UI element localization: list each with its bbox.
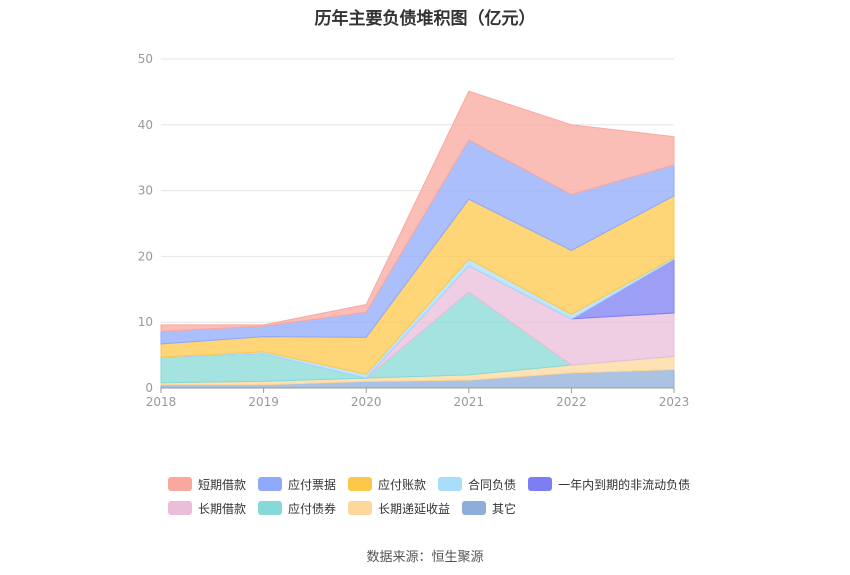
- legend-row: 短期借款 应付票据 应付账款 合同负债 一年内到期的非流动负债: [168, 472, 728, 496]
- y-tick-label: 40: [138, 118, 153, 132]
- legend-label: 短期借款: [198, 477, 247, 492]
- x-axis: [160, 387, 675, 393]
- legend-label: 应付票据: [288, 477, 337, 492]
- x-tick-label: 2021: [454, 395, 485, 409]
- x-tick-label: 2023: [659, 395, 690, 409]
- chart-title: 历年主要负债堆积图（亿元）: [314, 9, 536, 29]
- data-source: 数据来源：恒生聚源: [366, 550, 484, 565]
- legend-item[interactable]: 应付账款: [348, 476, 426, 493]
- legend-item[interactable]: 长期递延收益: [348, 500, 450, 517]
- legend-swatch: [168, 501, 192, 515]
- legend-label: 合同负债: [468, 477, 517, 492]
- area-series: [160, 90, 675, 389]
- legend-swatch: [438, 477, 463, 491]
- legend-label: 长期借款: [198, 501, 247, 516]
- legend-swatch: [258, 501, 283, 515]
- y-tick-label: 50: [138, 52, 153, 66]
- legend-item[interactable]: 短期借款: [168, 476, 246, 493]
- y-tick-label: 0: [145, 381, 153, 395]
- legend-swatch: [348, 501, 373, 515]
- legend-row: 长期借款 应付债券 长期递延收益 其它: [168, 496, 728, 520]
- y-axis-ticks: 0 10 20 30 40 50: [138, 52, 153, 395]
- legend-item[interactable]: 应付票据: [258, 476, 336, 493]
- y-tick-label: 20: [138, 249, 153, 263]
- legend-swatch: [348, 477, 373, 491]
- x-tick-label: 2019: [248, 395, 279, 409]
- legend-item[interactable]: 应付债券: [258, 500, 336, 517]
- legend-label: 应付债券: [288, 501, 337, 516]
- legend-label: 一年内到期的非流动负债: [558, 477, 691, 492]
- legend-swatch: [258, 477, 283, 491]
- legend-label: 长期递延收益: [378, 501, 451, 516]
- x-tick-label: 2020: [351, 395, 382, 409]
- legend-item[interactable]: 合同负债: [438, 476, 516, 493]
- legend-swatch: [168, 477, 192, 491]
- legend-item[interactable]: 长期借款: [168, 500, 246, 517]
- x-axis-ticks: 2018 2019 2020 2021 2022 2023: [146, 395, 690, 409]
- x-tick-label: 2022: [556, 395, 587, 409]
- y-tick-label: 10: [138, 315, 153, 329]
- legend-label: 其它: [492, 501, 517, 516]
- y-tick-label: 30: [138, 184, 153, 198]
- legend-swatch: [528, 477, 553, 491]
- stacked-area-chart: 0 10 20 30 40 50 2018 2019 2020 2021 2022 2023: [138, 52, 690, 409]
- legend-item[interactable]: 一年内到期的非流动负债: [528, 476, 690, 493]
- series-area: [160, 90, 675, 332]
- legend: 短期借款 应付票据 应付账款 合同负债 一年内到期的非流动负债长期借款 应付债券 长期递延收…: [168, 472, 728, 520]
- x-tick-label: 2018: [146, 395, 177, 409]
- legend-swatch: [462, 501, 487, 515]
- legend-item[interactable]: 其它: [462, 500, 516, 517]
- legend-label: 应付账款: [378, 477, 427, 492]
